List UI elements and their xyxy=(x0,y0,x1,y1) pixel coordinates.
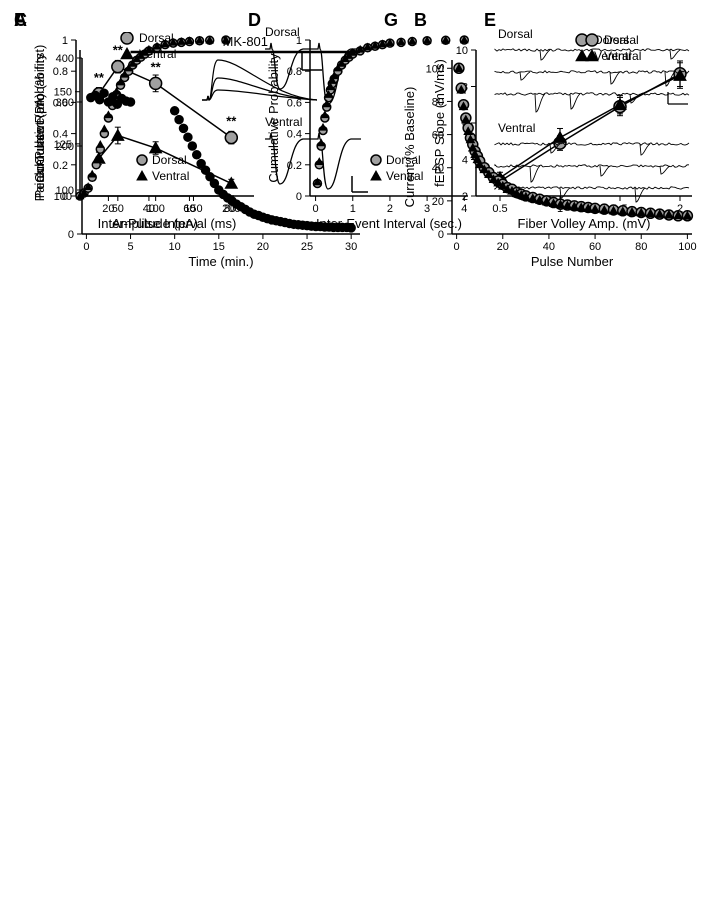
svg-text:Peak Current (pA): Peak Current (pA) xyxy=(32,94,47,199)
svg-text:15: 15 xyxy=(213,241,225,253)
svg-text:20: 20 xyxy=(497,241,509,253)
svg-text:60: 60 xyxy=(589,241,601,253)
svg-text:300: 300 xyxy=(56,97,74,109)
svg-text:Dorsal: Dorsal xyxy=(604,33,639,47)
svg-text:80: 80 xyxy=(635,241,647,253)
svg-text:0: 0 xyxy=(68,229,74,241)
svg-text:100: 100 xyxy=(678,241,696,253)
svg-text:30: 30 xyxy=(345,241,357,253)
svg-text:200: 200 xyxy=(56,141,74,153)
svg-text:0: 0 xyxy=(438,229,444,241)
svg-text:Current (% Baseline): Current (% Baseline) xyxy=(402,87,417,208)
panel-g-chart: 0 20 40 60 80 100 0 20 40 60 80 100 Pulse Number Curr… xyxy=(402,30,702,270)
svg-text:0: 0 xyxy=(454,241,460,253)
svg-text:100: 100 xyxy=(56,185,74,197)
svg-text:0: 0 xyxy=(83,241,89,253)
svg-text:40: 40 xyxy=(432,163,444,175)
figure-container: A 50100150200100125150Inter-Pulse Interv… xyxy=(10,10,694,890)
panel-g: G 0 20 40 60 80 100 0 20 40 60 80 100 Pulse Number Cu… xyxy=(380,10,700,270)
svg-text:40: 40 xyxy=(543,241,555,253)
svg-text:10: 10 xyxy=(169,241,181,253)
svg-text:Time (min.): Time (min.) xyxy=(188,254,253,269)
svg-text:Pulse Number: Pulse Number xyxy=(531,254,614,269)
svg-text:25: 25 xyxy=(301,241,313,253)
svg-text:MK-801: MK-801 xyxy=(223,34,269,49)
panel-f-chart: 0510152025300100200300400Time (min.)Peak… xyxy=(32,30,372,270)
svg-text:80: 80 xyxy=(432,96,444,108)
svg-text:400: 400 xyxy=(56,53,74,65)
svg-text:Ventral: Ventral xyxy=(604,49,641,63)
panel-g-label: G xyxy=(384,10,398,31)
svg-text:20: 20 xyxy=(432,196,444,208)
panel-f-label: F xyxy=(14,10,25,31)
svg-text:60: 60 xyxy=(432,130,444,142)
svg-text:100: 100 xyxy=(426,63,444,75)
svg-text:5: 5 xyxy=(127,241,133,253)
svg-text:20: 20 xyxy=(257,241,269,253)
panel-f: F 0510152025300100200300400Time (min.)Pe… xyxy=(10,10,370,270)
